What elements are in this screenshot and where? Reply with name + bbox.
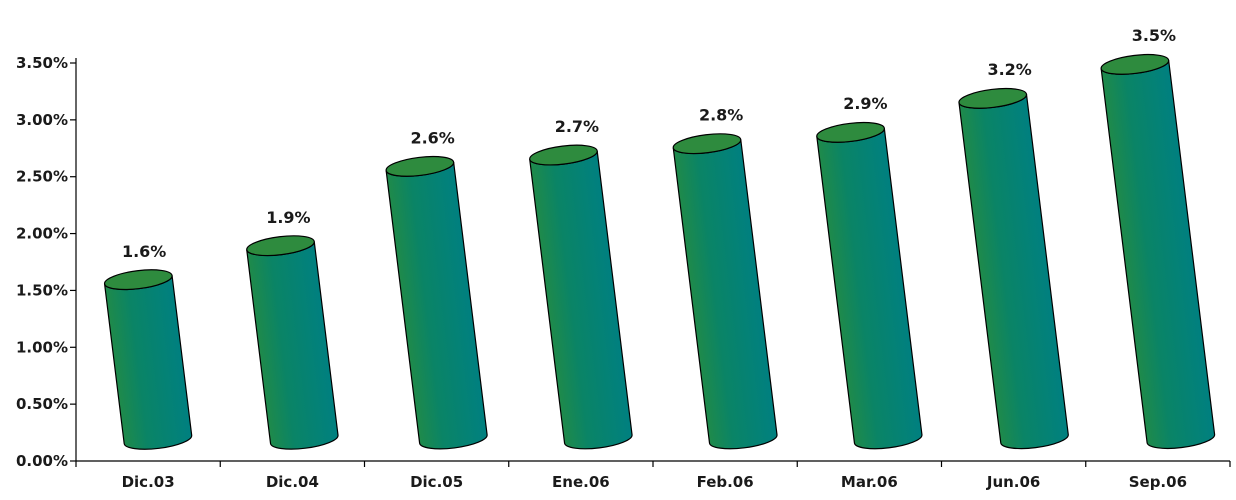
x-tick-label: Dic.05	[410, 473, 463, 491]
bar-top	[529, 144, 598, 166]
bar	[103, 269, 193, 450]
x-tick-label: Dic.04	[266, 473, 319, 491]
y-tick-label: 0.00%	[16, 452, 68, 470]
x-tick-label: Dic.03	[122, 473, 175, 491]
y-tick-label: 3.50%	[16, 54, 68, 72]
data-label: 2.9%	[843, 94, 887, 113]
y-tick-label: 0.50%	[16, 395, 68, 413]
data-label: 2.6%	[410, 128, 454, 147]
bar-top	[103, 269, 173, 291]
data-label: 2.7%	[555, 117, 599, 136]
y-tick-label: 1.00%	[16, 338, 68, 356]
bars	[103, 53, 1216, 450]
y-tick-label: 2.50%	[16, 168, 68, 186]
bar-top	[672, 133, 742, 155]
y-tick-label: 3.00%	[16, 111, 68, 129]
data-label: 1.9%	[266, 208, 310, 227]
data-label: 3.2%	[987, 60, 1031, 79]
x-tick-label: Mar.06	[841, 473, 898, 491]
bar-body	[529, 150, 633, 450]
bar-body	[958, 94, 1069, 450]
bar-top	[246, 235, 315, 257]
x-tick-label: Feb.06	[697, 473, 754, 491]
data-label: 2.8%	[699, 106, 743, 125]
bar-body	[672, 139, 778, 450]
labels: 0.00% 0.50% 1.00% 1.50% 2.00% 2.50% 3.00% 3.50%…	[16, 26, 1187, 491]
bar	[1100, 53, 1216, 450]
bar-top	[1100, 53, 1170, 75]
y-tick-label: 2.00%	[16, 225, 68, 243]
bar-body	[246, 241, 339, 450]
bar	[385, 155, 488, 450]
bar-body	[385, 162, 488, 450]
bar	[672, 133, 778, 450]
data-label: 3.5%	[1132, 26, 1176, 45]
x-tick-label: Sep.06	[1129, 473, 1187, 491]
bar	[246, 235, 339, 450]
bar	[816, 121, 923, 450]
y-tick-label: 1.50%	[16, 281, 68, 299]
bar	[529, 144, 633, 450]
bar-top	[385, 155, 455, 177]
data-label: 1.6%	[122, 242, 166, 261]
bar-body	[103, 275, 193, 450]
bar-top	[816, 121, 885, 143]
bar-body	[1100, 60, 1216, 450]
x-tick-label: Jun.06	[986, 473, 1041, 491]
x-tick-label: Ene.06	[552, 473, 610, 491]
axes	[70, 58, 1231, 467]
bar	[958, 87, 1069, 450]
bar-top	[958, 87, 1028, 109]
bar-body	[816, 128, 923, 450]
